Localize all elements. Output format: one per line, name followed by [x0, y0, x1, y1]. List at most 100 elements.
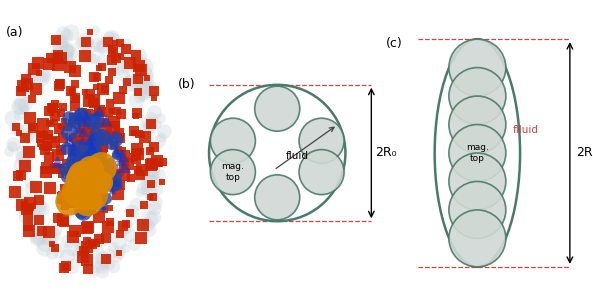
Point [63, 167, 72, 172]
Circle shape [449, 125, 506, 181]
Point [111, 150, 120, 155]
Circle shape [255, 175, 299, 220]
Point [76, 138, 86, 143]
Point [113, 64, 123, 69]
Point [41, 74, 50, 79]
Point [23, 134, 33, 139]
Point [132, 146, 142, 151]
Point [134, 64, 144, 69]
Point [103, 165, 112, 170]
Point [87, 134, 97, 139]
Point [99, 126, 109, 131]
Point [108, 69, 117, 74]
Point [84, 140, 94, 145]
Point [93, 41, 103, 46]
Point [109, 119, 119, 124]
Point [25, 205, 35, 210]
Point [97, 255, 107, 260]
Point [61, 47, 71, 51]
Point [97, 44, 107, 49]
Point [145, 125, 155, 129]
Circle shape [299, 118, 344, 163]
Point [126, 176, 136, 181]
Point [107, 109, 116, 114]
Point [50, 165, 60, 170]
Point [75, 41, 85, 46]
Point [55, 41, 65, 46]
Point [148, 162, 157, 167]
Point [89, 147, 98, 151]
Point [28, 126, 37, 131]
Point [129, 131, 139, 136]
Point [93, 167, 102, 172]
Point [94, 174, 104, 179]
Point [44, 109, 54, 114]
Point [114, 131, 123, 136]
Point [131, 52, 141, 57]
Point [37, 131, 46, 136]
Point [60, 56, 69, 61]
Point [14, 103, 24, 108]
Point [97, 64, 107, 69]
Circle shape [449, 210, 506, 267]
Point [93, 163, 103, 168]
Point [77, 193, 87, 198]
Point [97, 268, 107, 273]
Point [63, 239, 72, 244]
Point [132, 110, 142, 115]
Point [56, 56, 66, 61]
Point [121, 47, 130, 51]
Point [85, 145, 95, 150]
Point [122, 42, 131, 47]
Point [17, 99, 26, 104]
Point [145, 195, 155, 200]
Point [110, 136, 119, 141]
Point [27, 186, 36, 191]
Point [84, 205, 93, 210]
Point [155, 115, 165, 120]
Point [86, 55, 95, 60]
Point [144, 216, 154, 221]
Point [94, 65, 104, 70]
Point [144, 177, 154, 182]
Point [119, 224, 128, 229]
Point [87, 145, 97, 150]
Point [149, 89, 158, 94]
Point [88, 156, 97, 161]
Point [59, 219, 69, 224]
Point [94, 162, 103, 166]
Circle shape [211, 118, 256, 163]
Point [87, 189, 97, 194]
Point [115, 226, 125, 231]
Point [21, 76, 31, 81]
Point [146, 120, 156, 125]
Point [34, 235, 43, 240]
Point [95, 164, 105, 169]
Point [127, 62, 136, 67]
Text: (b): (b) [178, 78, 196, 91]
Point [134, 58, 144, 63]
Point [28, 73, 37, 78]
Point [101, 235, 111, 240]
Point [86, 138, 95, 143]
Point [78, 158, 88, 163]
Point [141, 121, 151, 125]
Point [91, 155, 100, 159]
Point [98, 145, 108, 150]
Point [68, 159, 77, 164]
Point [38, 121, 47, 126]
Point [27, 125, 37, 129]
Point [97, 59, 107, 64]
Point [109, 174, 119, 179]
Point [17, 104, 26, 109]
Point [109, 244, 118, 249]
Point [89, 75, 98, 80]
Point [87, 138, 97, 143]
Point [80, 185, 90, 190]
Point [85, 160, 95, 165]
Circle shape [299, 150, 344, 195]
Point [5, 148, 14, 153]
Point [54, 44, 63, 49]
Point [142, 223, 152, 228]
Point [143, 83, 152, 88]
